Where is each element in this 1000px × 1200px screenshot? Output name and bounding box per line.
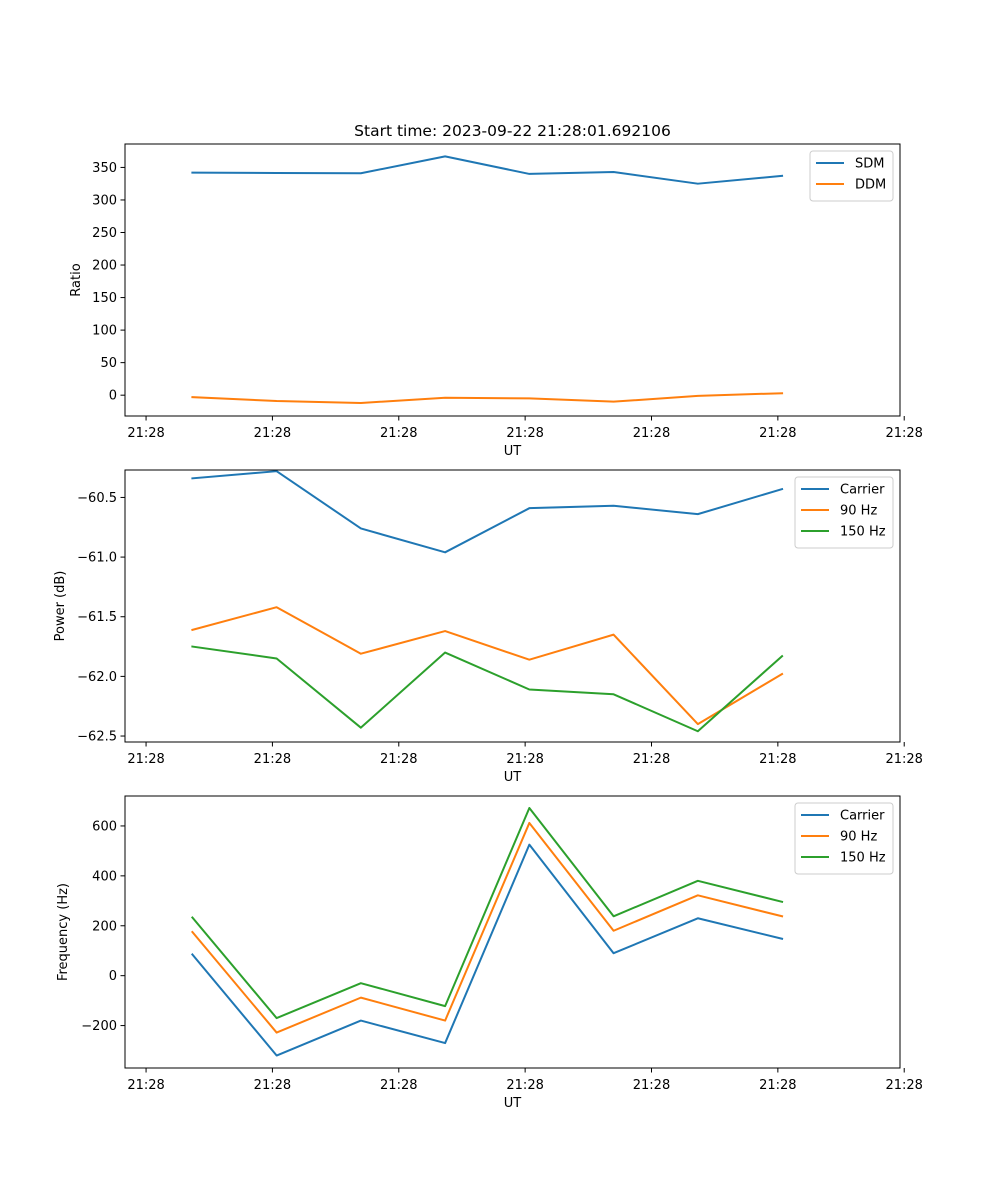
x-tick-label: 21:28 xyxy=(759,752,796,767)
series-line-sdm xyxy=(191,155,784,185)
x-axis-label: UT xyxy=(504,1096,522,1111)
y-tick-label: −61.5 xyxy=(77,610,117,625)
legend-label: Carrier xyxy=(840,809,885,824)
legend-label: 150 Hz xyxy=(840,525,886,540)
x-tick-label: 21:28 xyxy=(633,752,670,767)
legend-label: 90 Hz xyxy=(840,830,877,845)
x-tick-label: 21:28 xyxy=(633,1078,670,1093)
y-tick-label: 100 xyxy=(92,324,117,339)
x-tick-label: 21:28 xyxy=(633,426,670,441)
y-tick-label: 0 xyxy=(109,969,117,984)
legend-label: 90 Hz xyxy=(840,504,877,519)
legend: Carrier 90 Hz 150 Hz xyxy=(794,802,894,875)
x-tick-label: 21:28 xyxy=(506,1078,543,1093)
x-tick-label: 21:28 xyxy=(380,426,417,441)
x-tick-label: 21:28 xyxy=(127,426,164,441)
y-tick-label: 200 xyxy=(92,919,117,934)
y-axis-label: Power (dB) xyxy=(53,571,68,642)
y-tick-label: 200 xyxy=(92,259,117,274)
x-tick-label: 21:28 xyxy=(127,752,164,767)
y-tick-label: 250 xyxy=(92,226,117,241)
legend: SDM DDM xyxy=(809,150,894,202)
legend: Carrier 90 Hz 150 Hz xyxy=(794,476,894,549)
series-line-ddm xyxy=(191,392,784,404)
axes-frame xyxy=(124,143,901,417)
x-tick-label: 21:28 xyxy=(127,1078,164,1093)
y-tick-label: −62.0 xyxy=(77,670,117,685)
y-axis-label: Frequency (Hz) xyxy=(56,883,71,981)
y-axis-label: Ratio xyxy=(69,263,84,296)
x-tick-label: 21:28 xyxy=(254,1078,291,1093)
axes-frame xyxy=(124,795,901,1069)
figure-title: Start time: 2023-09-22 21:28:01.692106 xyxy=(354,122,671,140)
y-tick-label: 0 xyxy=(109,389,117,404)
y-tick-label: −200 xyxy=(81,1019,117,1034)
axes-frame xyxy=(124,469,901,743)
y-tick-label: 50 xyxy=(100,356,117,371)
x-tick-label: 21:28 xyxy=(759,1078,796,1093)
x-tick-label: 21:28 xyxy=(380,1078,417,1093)
y-tick-label: −62.5 xyxy=(77,730,117,745)
y-tick-label: 150 xyxy=(92,291,117,306)
x-tick-label: 21:28 xyxy=(759,426,796,441)
x-tick-label: 21:28 xyxy=(885,1078,922,1093)
legend-label: Carrier xyxy=(840,483,885,498)
series-line-150-hz xyxy=(191,645,784,733)
series-line-90-hz xyxy=(191,606,784,726)
series-line-carrier xyxy=(191,470,784,554)
x-axis-label: UT xyxy=(504,444,522,459)
x-tick-label: 21:28 xyxy=(506,752,543,767)
y-tick-label: 400 xyxy=(92,869,117,884)
x-tick-label: 21:28 xyxy=(254,752,291,767)
y-tick-label: 300 xyxy=(92,193,117,208)
y-tick-label: 600 xyxy=(92,819,117,834)
legend-label: SDM xyxy=(855,157,884,172)
chart-panel-3: 21:28 21:28 21:28 21:28 21:28 21:28 21:28 −200 0… xyxy=(56,795,923,1111)
series-line-90-hz xyxy=(190,821,784,1034)
x-tick-label: 21:28 xyxy=(254,426,291,441)
x-tick-label: 21:28 xyxy=(885,426,922,441)
series-line-150-hz xyxy=(190,806,784,1020)
chart-panel-2: 21:28 21:28 21:28 21:28 21:28 21:28 21:28 −62.5… xyxy=(53,469,923,785)
y-tick-label: −60.5 xyxy=(77,491,117,506)
x-axis-label: UT xyxy=(504,770,522,785)
x-tick-label: 21:28 xyxy=(506,426,543,441)
x-tick-label: 21:28 xyxy=(885,752,922,767)
legend-label: DDM xyxy=(855,178,886,193)
x-tick-label: 21:28 xyxy=(380,752,417,767)
y-tick-label: 350 xyxy=(92,161,117,176)
chart-panel-1: 21:28 21:28 21:28 21:28 21:28 21:28 21:28 0 50 10… xyxy=(69,143,923,459)
series-line-carrier xyxy=(190,843,784,1057)
y-tick-label: −61.0 xyxy=(77,551,117,566)
legend-label: 150 Hz xyxy=(840,851,886,866)
